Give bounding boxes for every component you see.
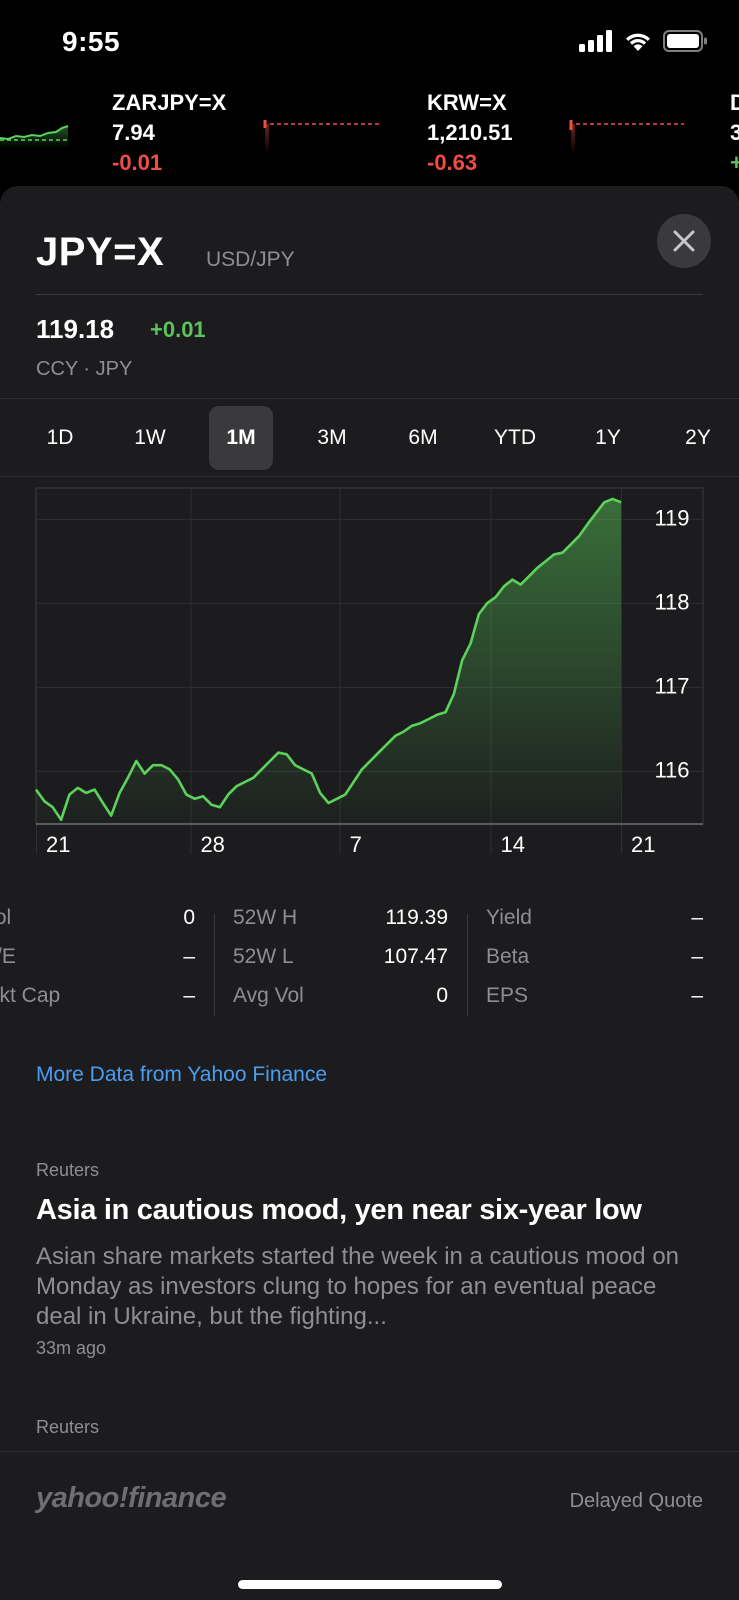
status-bar: 9:55 — [0, 0, 739, 80]
detail-sheet: JPY=X USD/JPY 119.18 +0.01 CCY · JPY 1D … — [0, 186, 739, 1600]
range-3m[interactable]: 3M — [317, 426, 347, 449]
sparkline-partial — [0, 125, 69, 148]
stat-label: Yield — [486, 906, 532, 929]
y-tick-label: 117 — [654, 673, 689, 698]
x-tick-label: 21 — [631, 832, 655, 857]
wifi-icon — [626, 33, 650, 51]
divider — [36, 294, 703, 295]
ticker-price: 7.94 — [112, 120, 155, 145]
ticker-change: -0.63 — [427, 150, 478, 175]
x-tick-label: 28 — [200, 832, 224, 857]
range-1m[interactable]: 1M — [209, 406, 273, 470]
ticker-item[interactable]: KRW=X 1,210.51 -0.63 — [427, 88, 513, 178]
current-price: 119.18 — [36, 314, 115, 344]
news-time: 33m ago — [36, 1338, 107, 1358]
stat-divider — [467, 914, 468, 1016]
pair-subtitle: USD/JPY — [206, 248, 295, 271]
stat-label: 52W L — [233, 945, 294, 968]
stat-label: EPS — [486, 984, 529, 1007]
range-selector: 1D 1W 1M 3M 6M YTD 1Y 2Y — [0, 406, 739, 472]
more-data-link[interactable]: More Data from Yahoo Finance — [36, 1063, 328, 1086]
currency-subline: CCY · JPY — [36, 358, 133, 380]
ticker-symbol: KRW=X — [427, 90, 507, 115]
battery-icon — [663, 30, 707, 52]
status-time: 9:55 — [62, 26, 121, 57]
x-tick-label: 21 — [46, 832, 70, 857]
sparkline — [263, 120, 382, 154]
ticker-item[interactable]: ZARJPY=X 7.94 -0.01 — [112, 88, 226, 178]
news-source: Reuters — [36, 1160, 100, 1180]
price-change: +0.01 — [150, 317, 206, 342]
sparkline — [569, 120, 684, 154]
range-2y[interactable]: 2Y — [685, 426, 711, 449]
stat-value: 107.47 — [383, 945, 448, 968]
stat-value: – — [183, 945, 195, 968]
stat-value: 119.39 — [385, 906, 448, 929]
delayed-quote-label: Delayed Quote — [569, 1490, 703, 1512]
stats-grid: Vol 0 P/E – Mkt Cap – 52W H 119.39 52W L… — [0, 906, 739, 1026]
stat-label: Avg Vol — [233, 984, 304, 1007]
stat-label: Beta — [486, 945, 530, 968]
ticker-symbol: ZARJPY=X — [112, 90, 227, 115]
x-tick-label: 7 — [350, 832, 362, 857]
divider — [0, 1451, 739, 1452]
chart-line — [34, 497, 622, 822]
y-tick-label: 116 — [654, 757, 689, 782]
range-1w[interactable]: 1W — [134, 426, 166, 449]
ticker-change: -0.01 — [112, 150, 163, 175]
ticker-price: 1,210.51 — [427, 120, 513, 145]
price-chart[interactable]: 21 28 7 14 21 119 118 117 116 — [0, 478, 739, 858]
range-ytd[interactable]: YTD — [494, 426, 536, 449]
stat-value: – — [183, 984, 195, 1007]
news-source: Reuters — [36, 1417, 100, 1437]
range-6m[interactable]: 6M — [408, 426, 438, 449]
stat-value: – — [691, 984, 703, 1007]
yahoo-finance-logo[interactable]: yahoo!finance — [36, 1482, 227, 1514]
stat-label: 52W H — [233, 906, 298, 929]
news-headline: Asia in cautious mood, yen near six-year… — [36, 1194, 642, 1226]
close-icon — [673, 230, 695, 252]
status-icons — [579, 30, 709, 52]
divider — [0, 476, 739, 477]
ticker-item-clipped[interactable]: D 3 + — [730, 90, 739, 175]
news-body: Asian share markets started the week in … — [36, 1243, 680, 1330]
range-1d[interactable]: 1D — [46, 426, 74, 449]
divider — [0, 398, 739, 399]
stat-value: 0 — [436, 984, 448, 1007]
y-tick-label: 118 — [654, 589, 689, 614]
symbol-title: JPY=X — [36, 230, 165, 274]
stat-value: – — [691, 945, 703, 968]
x-tick-label: 14 — [501, 832, 525, 857]
close-button[interactable] — [657, 214, 711, 268]
signal-icon — [579, 30, 612, 52]
ticker-strip[interactable]: ZARJPY=X 7.94 -0.01 KRW=X 1,210.51 -0.63… — [0, 82, 739, 182]
stat-label: P/E — [0, 945, 16, 968]
stat-value: 0 — [183, 906, 195, 929]
stat-divider — [214, 914, 215, 1016]
stat-label: Vol — [0, 906, 12, 929]
range-1y[interactable]: 1Y — [595, 426, 621, 449]
stat-label: Mkt Cap — [0, 984, 61, 1007]
chart-area — [36, 498, 621, 824]
stat-value: – — [691, 906, 703, 929]
home-indicator[interactable] — [238, 1580, 502, 1589]
y-tick-label: 119 — [654, 505, 689, 530]
